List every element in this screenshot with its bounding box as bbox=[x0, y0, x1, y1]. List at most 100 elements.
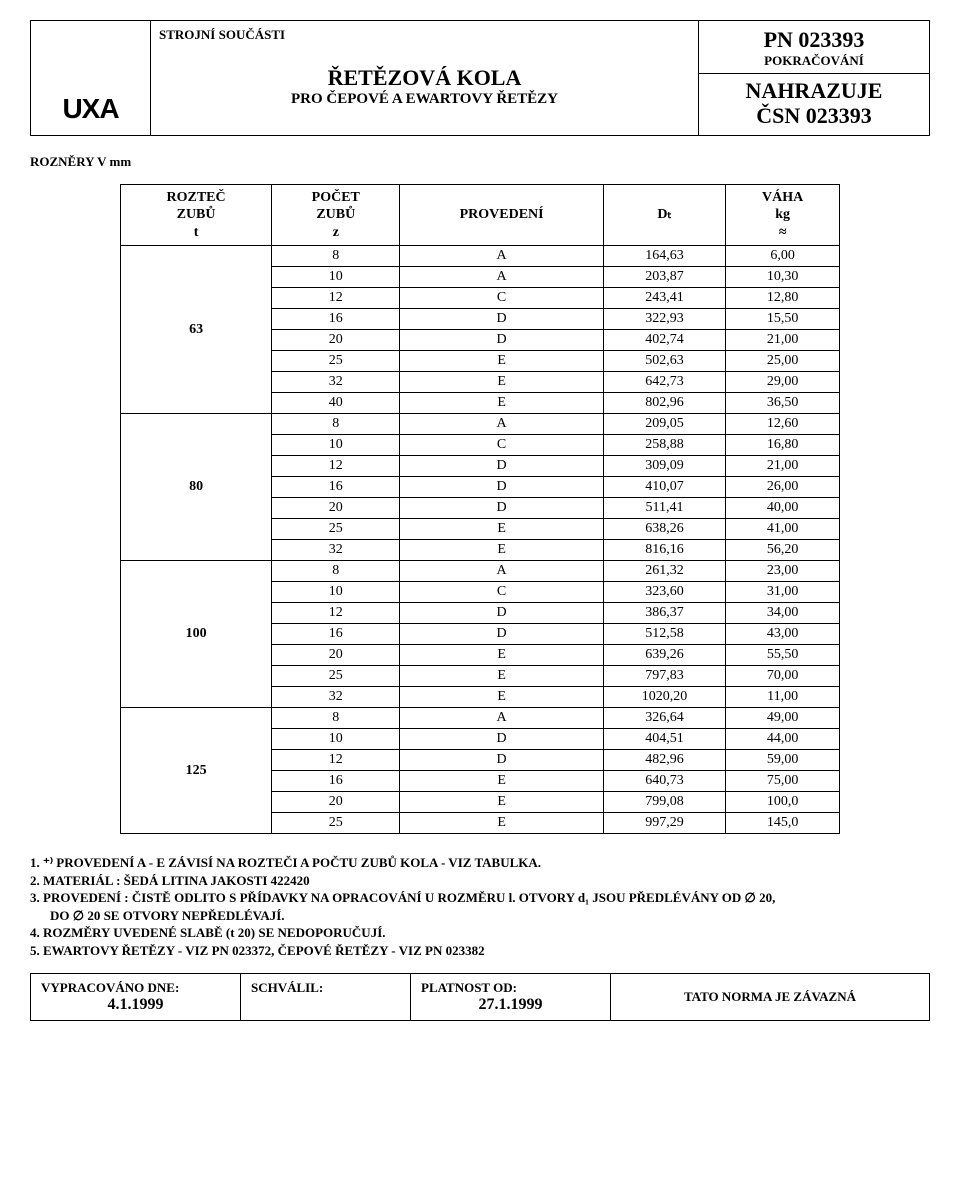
table-cell-t: 125 bbox=[121, 708, 272, 834]
table-header-cell: PROVEDENÍ bbox=[400, 184, 603, 246]
table-cell: 309,09 bbox=[603, 456, 726, 477]
table-cell: 8 bbox=[272, 708, 400, 729]
table-header-cell: POČETZUBŮz bbox=[272, 184, 400, 246]
table-cell: 20 bbox=[272, 330, 400, 351]
table-cell: 32 bbox=[272, 372, 400, 393]
logo-text: UXA bbox=[62, 93, 118, 125]
table-cell: 6,00 bbox=[726, 246, 840, 267]
table-cell: E bbox=[400, 771, 603, 792]
table-cell-t: 100 bbox=[121, 561, 272, 708]
table-cell: 511,41 bbox=[603, 498, 726, 519]
header-main-title: ŘETĚZOVÁ KOLA bbox=[159, 65, 690, 91]
table-body: 638A164,636,0010A203,8710,3012C243,4112,… bbox=[121, 246, 840, 834]
table-cell: 816,16 bbox=[603, 540, 726, 561]
table-cell: 997,29 bbox=[603, 813, 726, 834]
table-cell: 10 bbox=[272, 435, 400, 456]
table-cell: 20 bbox=[272, 498, 400, 519]
table-cell: 20 bbox=[272, 792, 400, 813]
table-cell: 25 bbox=[272, 666, 400, 687]
table-cell: 10,30 bbox=[726, 267, 840, 288]
table-cell: 410,07 bbox=[603, 477, 726, 498]
section-label: ROZNĚRY V mm bbox=[30, 154, 930, 170]
table-cell: E bbox=[400, 351, 603, 372]
table-cell: 16 bbox=[272, 771, 400, 792]
table-cell: D bbox=[400, 729, 603, 750]
header-center: STROJNÍ SOUČÁSTI ŘETĚZOVÁ KOLA PRO ČEPOV… bbox=[151, 21, 699, 135]
table-cell: D bbox=[400, 603, 603, 624]
table-cell: E bbox=[400, 519, 603, 540]
table-cell: E bbox=[400, 792, 603, 813]
note-2: 2. MATERIÁL : ŠEDÁ LITINA JAKOSTI 422420 bbox=[30, 872, 930, 890]
table-row: 1008A261,3223,00 bbox=[121, 561, 840, 582]
table-cell: 15,50 bbox=[726, 309, 840, 330]
table-cell: D bbox=[400, 498, 603, 519]
table-row: 808A209,0512,60 bbox=[121, 414, 840, 435]
table-cell: D bbox=[400, 750, 603, 771]
table-cell: 8 bbox=[272, 246, 400, 267]
table-cell: E bbox=[400, 666, 603, 687]
table-cell: 36,50 bbox=[726, 393, 840, 414]
table-cell: A bbox=[400, 414, 603, 435]
table-cell: E bbox=[400, 687, 603, 708]
table-cell: 10 bbox=[272, 267, 400, 288]
table-cell: 12 bbox=[272, 750, 400, 771]
table-cell: 10 bbox=[272, 729, 400, 750]
table-cell: 243,41 bbox=[603, 288, 726, 309]
table-cell: 23,00 bbox=[726, 561, 840, 582]
table-cell: 145,0 bbox=[726, 813, 840, 834]
table-cell: 404,51 bbox=[603, 729, 726, 750]
table-cell: C bbox=[400, 582, 603, 603]
header-continuation: POKRAČOVÁNÍ bbox=[699, 53, 929, 74]
table-cell: C bbox=[400, 435, 603, 456]
table-cell: 8 bbox=[272, 414, 400, 435]
table-cell: 512,58 bbox=[603, 624, 726, 645]
header-replaces-line2: ČSN 023393 bbox=[756, 103, 872, 128]
table-cell: 31,00 bbox=[726, 582, 840, 603]
footer-col-prepared: VYPRACOVÁNO DNE: 4.1.1999 bbox=[31, 974, 241, 1020]
table-cell: A bbox=[400, 708, 603, 729]
table-cell: 1020,20 bbox=[603, 687, 726, 708]
table-cell: 16,80 bbox=[726, 435, 840, 456]
table-cell: 209,05 bbox=[603, 414, 726, 435]
table-cell: 34,00 bbox=[726, 603, 840, 624]
table-cell: 12,80 bbox=[726, 288, 840, 309]
table-cell: D bbox=[400, 477, 603, 498]
header-logo-cell: UXA bbox=[31, 21, 151, 135]
table-cell-t: 63 bbox=[121, 246, 272, 414]
table-cell: 25 bbox=[272, 519, 400, 540]
header-sub-title: PRO ČEPOVÉ A EWARTOVY ŘETĚZY bbox=[159, 91, 690, 108]
table-cell: A bbox=[400, 246, 603, 267]
table-cell: 49,00 bbox=[726, 708, 840, 729]
footer-valid-label: PLATNOST OD: bbox=[421, 980, 517, 995]
table-head: ROZTEČZUBŮtPOČETZUBŮzPROVEDENÍDₜVÁHAkg≈ bbox=[121, 184, 840, 246]
table-cell: 799,08 bbox=[603, 792, 726, 813]
note-1: 1. ⁺⁾ PROVEDENÍ A - E ZÁVISÍ NA ROZTEČI … bbox=[30, 854, 930, 872]
table-cell: 164,63 bbox=[603, 246, 726, 267]
table-cell: 261,32 bbox=[603, 561, 726, 582]
table-cell: 323,60 bbox=[603, 582, 726, 603]
table-cell: 40 bbox=[272, 393, 400, 414]
note-4: 4. ROZMĚRY UVEDENÉ SLABĚ (t 20) SE NEDOP… bbox=[30, 924, 930, 942]
note-5: 5. EWARTOVY ŘETĚZY - VIZ PN 023372, ČEPO… bbox=[30, 942, 930, 960]
footer-approved-label: SCHVÁLIL: bbox=[251, 980, 323, 995]
table-cell: 386,37 bbox=[603, 603, 726, 624]
footer-box: VYPRACOVÁNO DNE: 4.1.1999 SCHVÁLIL: PLAT… bbox=[30, 973, 930, 1021]
table-cell: 203,87 bbox=[603, 267, 726, 288]
table-cell: 25 bbox=[272, 813, 400, 834]
table-cell: D bbox=[400, 456, 603, 477]
table-cell: 26,00 bbox=[726, 477, 840, 498]
table-cell: D bbox=[400, 309, 603, 330]
table-cell: 12,60 bbox=[726, 414, 840, 435]
table-cell: 100,0 bbox=[726, 792, 840, 813]
table-cell: 25 bbox=[272, 351, 400, 372]
footer-mandatory-text: TATO NORMA JE ZÁVAZNÁ bbox=[684, 989, 856, 1005]
table-cell: 797,83 bbox=[603, 666, 726, 687]
footer-prepared-label: VYPRACOVÁNO DNE: bbox=[41, 980, 179, 995]
table-cell: D bbox=[400, 330, 603, 351]
table-cell: 32 bbox=[272, 687, 400, 708]
footer-col-valid: PLATNOST OD: 27.1.1999 bbox=[411, 974, 611, 1020]
notes-block: 1. ⁺⁾ PROVEDENÍ A - E ZÁVISÍ NA ROZTEČI … bbox=[30, 854, 930, 959]
table-cell: 40,00 bbox=[726, 498, 840, 519]
table-cell: 802,96 bbox=[603, 393, 726, 414]
header-pn: PN 023393 bbox=[707, 27, 921, 53]
